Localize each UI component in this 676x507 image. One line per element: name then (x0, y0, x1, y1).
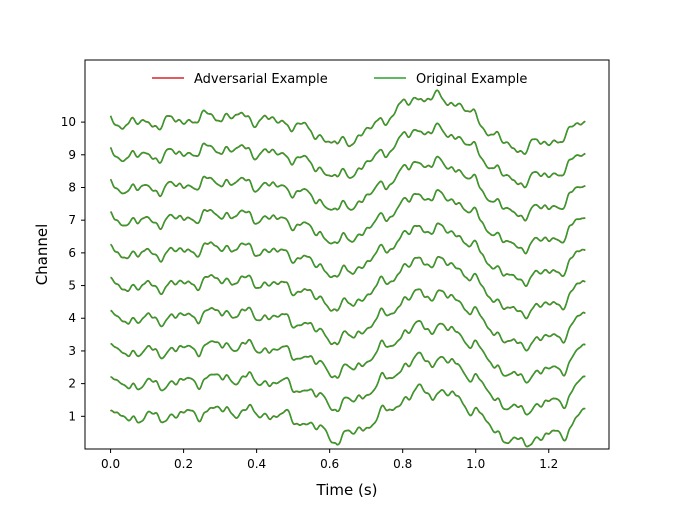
y-tick-label: 3 (68, 344, 76, 358)
original-trace-channel-8 (109, 155, 586, 222)
x-tick-label: 1.2 (539, 457, 558, 471)
adversarial-trace-channel-3 (110, 320, 586, 384)
y-tick-label: 5 (68, 279, 76, 293)
original-trace-channel-3 (110, 319, 586, 384)
plot-frame (84, 59, 610, 450)
legend: Adversarial Example Original Example (152, 72, 527, 87)
adversarial-trace-channel-6 (110, 222, 586, 287)
adversarial-trace-channel-9 (109, 122, 586, 189)
y-tick-label: 9 (68, 148, 76, 162)
original-trace-channel-4 (110, 288, 586, 352)
x-tick-label: 0.0 (101, 457, 120, 471)
x-tick-label: 0.6 (320, 457, 339, 471)
y-tick-label: 4 (68, 311, 76, 325)
original-trace-channel-10 (109, 89, 586, 155)
x-tick-label: 0.8 (393, 457, 412, 471)
original-trace-channel-9 (109, 122, 586, 189)
adversarial-trace-channel-5 (110, 255, 586, 320)
original-trace-channel-6 (110, 222, 586, 287)
y-tick-label: 10 (61, 115, 76, 129)
y-axis: 1 2 3 4 5 6 7 8 9 10 (61, 115, 85, 423)
original-trace-channel-2 (110, 351, 586, 416)
original-trace-channel-5 (110, 256, 586, 320)
x-tick-label: 1.0 (466, 457, 485, 471)
y-tick-label: 8 (68, 180, 76, 194)
original-trace-channel-1 (110, 383, 586, 448)
x-tick-label: 0.4 (247, 457, 266, 471)
adversarial-trace-channel-4 (110, 288, 586, 352)
y-axis-label: Channel (33, 224, 51, 286)
y-tick-label: 2 (68, 377, 76, 391)
series-layer (109, 89, 586, 448)
legend-label-adversarial: Adversarial Example (194, 72, 328, 87)
y-tick-label: 7 (68, 213, 76, 227)
x-axis-label: Time (s) (316, 481, 378, 499)
legend-label-original: Original Example (416, 72, 527, 87)
adversarial-trace-channel-2 (110, 351, 586, 416)
y-tick-label: 6 (68, 246, 76, 260)
original-trace-channel-7 (109, 189, 586, 255)
y-tick-label: 1 (68, 409, 76, 423)
x-axis: 0.0 0.2 0.4 0.6 0.8 1.0 1.2 (101, 449, 558, 471)
x-tick-label: 0.2 (174, 457, 193, 471)
